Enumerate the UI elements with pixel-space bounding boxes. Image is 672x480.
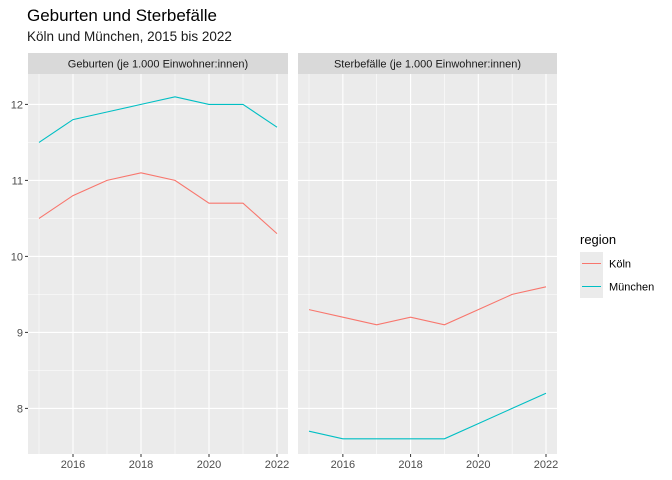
legend-label: Köln xyxy=(609,259,631,271)
strip-background xyxy=(298,53,557,74)
legend-item: München xyxy=(580,275,654,298)
facet-panels: Geburten (je 1.000 Einwohner:innen) 2016 2… xyxy=(28,53,558,471)
legend-keys: Köln München xyxy=(580,252,654,298)
chart-subtitle: Köln und München, 2015 bis 2022 xyxy=(27,29,232,44)
strip-background xyxy=(28,53,288,74)
facet-panel-2: Sterbefälle (je 1.000 Einwohner:innen) 20… xyxy=(298,53,558,471)
x-tick-label: 2020 xyxy=(466,459,490,471)
x-tick-label: 2016 xyxy=(331,459,355,471)
x-tick-label: 2016 xyxy=(61,459,85,471)
x-tick-label: 2018 xyxy=(398,459,422,471)
series-line-k-ln xyxy=(38,172,278,235)
strip-label: Geburten (je 1.000 Einwohner:innen) xyxy=(68,59,248,71)
series-line-m-nchen xyxy=(308,392,547,440)
x-tick-label: 2018 xyxy=(129,459,153,471)
facet-panel-1: Geburten (je 1.000 Einwohner:innen) 2016 2… xyxy=(28,53,289,471)
x-tick-label: 2020 xyxy=(197,459,221,471)
strip-label: Sterbefälle (je 1.000 Einwohner:innen) xyxy=(334,59,521,71)
series-line-k-ln xyxy=(308,286,547,326)
panel-background xyxy=(28,74,288,454)
legend-label: München xyxy=(609,282,654,294)
chart-title: Geburten und Sterbefälle xyxy=(27,6,217,25)
series-line-m-nchen xyxy=(38,96,278,143)
panel-background xyxy=(298,74,557,454)
x-tick-label: 2022 xyxy=(534,459,558,471)
legend-item: Köln xyxy=(580,252,631,275)
y-tick-label: 11 xyxy=(12,175,23,187)
y-tick-label: 9 xyxy=(17,327,23,339)
legend-title: region xyxy=(580,232,616,247)
y-axis: 8 9 10 11 12 xyxy=(11,99,28,415)
y-tick-label: 8 xyxy=(17,403,23,415)
legend: region Köln München xyxy=(580,232,654,298)
y-tick-label: 10 xyxy=(11,251,23,263)
y-tick-label: 12 xyxy=(11,99,23,111)
x-tick-label: 2022 xyxy=(265,459,289,471)
